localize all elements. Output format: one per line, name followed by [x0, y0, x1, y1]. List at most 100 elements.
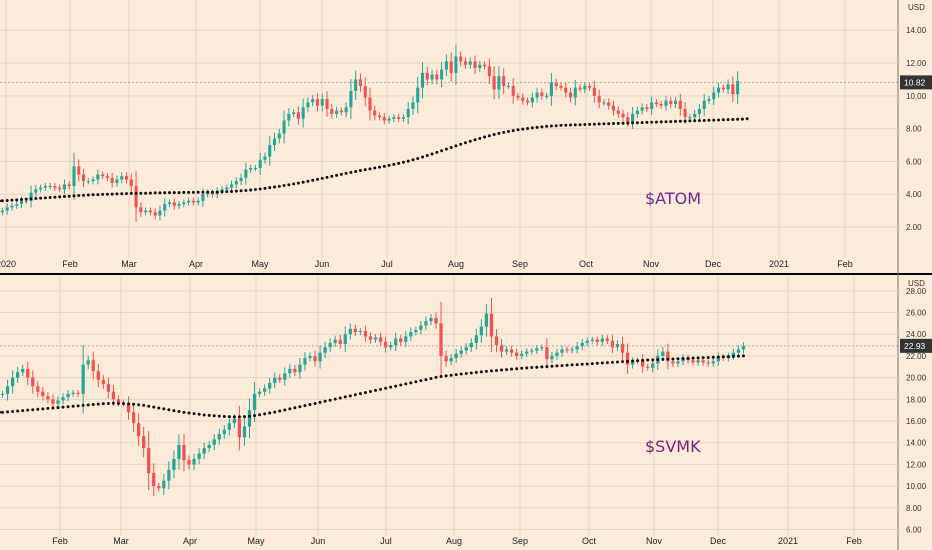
candle-body [268, 383, 272, 389]
ma-dot [664, 120, 668, 124]
candle-body [56, 400, 60, 404]
candle-body [134, 186, 138, 208]
ma-dot [253, 414, 257, 418]
ma-dot [368, 167, 372, 171]
ma-dot [153, 191, 157, 195]
candle-body [253, 168, 257, 169]
ma-dot [197, 412, 201, 416]
x-tick-label: Aug [448, 259, 464, 269]
ma-dot [666, 357, 670, 361]
candle-body [600, 338, 604, 342]
ma-dot [277, 184, 281, 188]
ma-dot [96, 193, 100, 197]
candle-body [19, 200, 24, 205]
ma-dot [26, 408, 30, 412]
candle-body [124, 176, 129, 180]
ma-dot [115, 192, 119, 196]
ma-dot [489, 369, 493, 373]
candle-body [91, 179, 95, 182]
candle-body [139, 207, 143, 213]
candle-body [136, 423, 141, 437]
candle-body [712, 92, 716, 100]
ma-dot [298, 405, 302, 409]
ma-dot [72, 194, 76, 198]
ma-dot [248, 414, 252, 418]
candle-body [492, 76, 496, 90]
x-tick-label: May [247, 536, 265, 546]
ma-dot [726, 118, 730, 122]
ma-dot [56, 406, 60, 410]
x-tick-label: Mar [113, 536, 129, 546]
candle-body [373, 337, 378, 340]
candle-body [328, 342, 332, 348]
ma-dot [292, 182, 296, 186]
ma-dot [10, 198, 14, 202]
ma-dot [468, 139, 472, 143]
x-tick-label: Oct [579, 259, 594, 269]
ma-dot [207, 413, 211, 417]
y-tick-label: 16.00 [906, 417, 927, 426]
y-tick-label: 10.00 [906, 482, 927, 491]
candle-body [469, 342, 473, 348]
x-tick-label: Dec [705, 259, 722, 269]
candle-body [602, 102, 606, 104]
candle-body [41, 391, 45, 397]
candle-body [419, 325, 423, 330]
candle-body [731, 84, 735, 95]
ma-dot [444, 147, 448, 151]
ma-dot [244, 188, 248, 192]
ma-dot [540, 365, 544, 369]
candle-body [272, 138, 277, 146]
candle-body [459, 56, 463, 62]
candle-body [288, 368, 292, 374]
ma-dot [172, 191, 176, 195]
ma-dot [86, 193, 90, 197]
ma-dot [621, 360, 625, 364]
candle-body [444, 355, 448, 362]
candle-body [172, 202, 176, 206]
ma-dot [373, 166, 377, 170]
candle-body [607, 102, 611, 106]
candle-body [330, 108, 334, 114]
candle-body [578, 87, 582, 90]
ma-dot [521, 127, 525, 131]
ma-dot [282, 184, 286, 188]
candle-body [237, 418, 242, 438]
ma-dot [661, 357, 665, 361]
x-tick-label: May [251, 259, 269, 269]
ma-dot [590, 362, 594, 366]
candle-body [671, 361, 675, 364]
candle-body [24, 200, 28, 202]
candle-body [654, 102, 659, 105]
ma-dot [378, 165, 382, 169]
candle-body [373, 110, 377, 116]
candle-body [225, 187, 229, 190]
candle-body [77, 166, 81, 175]
candle-body [661, 351, 665, 356]
candle-body [53, 186, 57, 188]
ma-dot [686, 356, 690, 360]
ma-dot [401, 160, 405, 164]
candle-body [244, 169, 248, 178]
candle-body [172, 458, 176, 470]
candle-body [101, 379, 105, 385]
candle-body [26, 368, 30, 378]
candle-body [191, 200, 195, 203]
ma-dot [659, 120, 663, 124]
candle-body [62, 184, 67, 190]
candle-body [401, 117, 405, 119]
candle-body [106, 384, 111, 392]
candle-body [651, 363, 655, 368]
ma-dot [669, 120, 673, 124]
candle-body [474, 335, 478, 343]
ma-dot [105, 192, 109, 196]
candle-body [659, 104, 663, 106]
candle-body [303, 358, 307, 365]
candle-body [406, 108, 410, 118]
ma-dot [82, 193, 86, 197]
candle-body [187, 200, 191, 203]
candle-body [545, 347, 549, 360]
panel-0: 2.00 4.00 6.00 8.00 10.00 12.00 14.00 2020 Feb Ma… [0, 0, 932, 269]
candle-body [301, 107, 305, 119]
ticker-label: $SVMK [645, 437, 701, 456]
